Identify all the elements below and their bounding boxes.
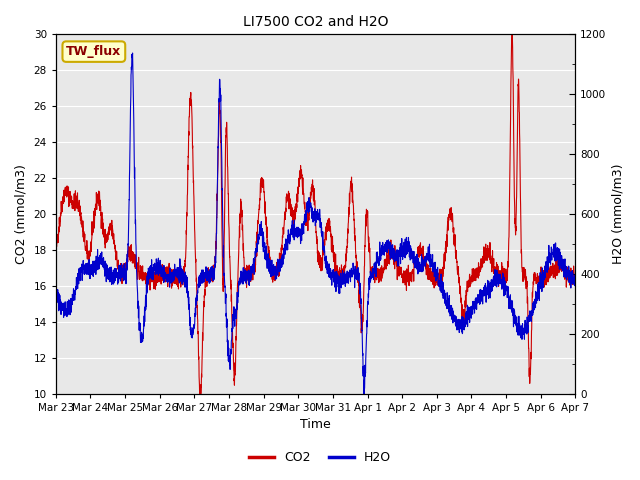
Title: LI7500 CO2 and H2O: LI7500 CO2 and H2O xyxy=(243,15,388,29)
X-axis label: Time: Time xyxy=(300,419,331,432)
Legend: CO2, H2O: CO2, H2O xyxy=(244,446,396,469)
Y-axis label: H2O (mmol/m3): H2O (mmol/m3) xyxy=(612,164,625,264)
Y-axis label: CO2 (mmol/m3): CO2 (mmol/m3) xyxy=(15,164,28,264)
Text: TW_flux: TW_flux xyxy=(66,45,122,58)
